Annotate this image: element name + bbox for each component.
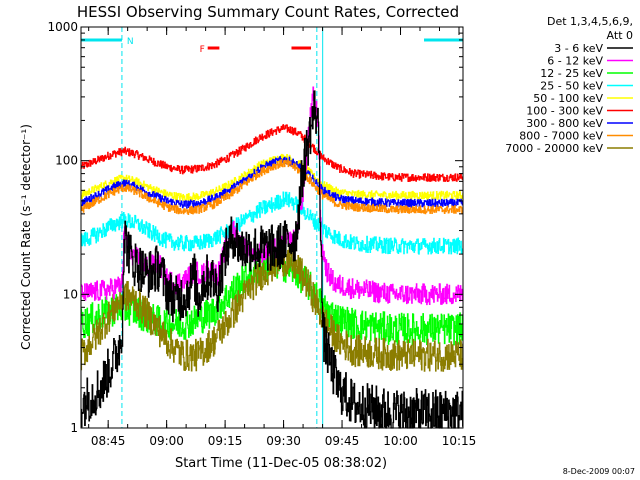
legend-label: 7000 - 20000 keV [505,142,603,155]
y-tick-label: 1 [70,421,78,435]
timestamp: 8-Dec-2009 00:07 [563,467,635,476]
x-tick-label: 09:45 [325,434,360,448]
x-tick-label: 10:15 [442,434,477,448]
legend-label: 800 - 7000 keV [519,130,603,143]
legend-label: 12 - 25 keV [540,67,603,80]
x-tick-label: 10:00 [383,434,418,448]
legend-header-line1: Det 1,3,4,5,6,9, [547,15,633,28]
y-tick-label: 10 [63,287,78,301]
x-tick-label: 08:45 [91,434,126,448]
legend-label: 25 - 50 keV [540,80,603,93]
x-tick-label: 09:00 [149,434,184,448]
series-line-7000-20000-kev [80,246,464,372]
x-tick-label: 09:30 [266,434,301,448]
legend-label: 3 - 6 keV [554,42,603,55]
legend-header-line2: Att 0 [607,29,633,42]
y-axis-label: Corrected Count Rate (s⁻¹ detector⁻¹) [19,124,33,350]
x-tick-label: 09:15 [208,434,243,448]
night-label: N [127,37,134,47]
legend-label: 50 - 100 keV [533,92,603,105]
series-line-100-300-kev [80,124,464,182]
series-line-25-50-kev [80,191,464,255]
y-tick-label: 100 [55,154,78,168]
y-tick-label: 1000 [47,20,78,34]
plot-frame [80,26,464,429]
flare-label: F [200,45,205,55]
chart-title: HESSI Observing Summary Count Rates, Cor… [77,3,459,21]
series-layer [80,86,464,429]
legend-label: 100 - 300 keV [526,105,603,118]
legend-label: 6 - 12 keV [547,55,603,68]
x-axis-label: Start Time (11-Dec-05 08:38:02) [175,456,387,471]
legend-label: 300 - 800 keV [526,117,603,130]
series-line-800-7000-kev [80,159,464,215]
axes: 1 10 100 1000 08:45 09:00 09:15 09:30 09:45 10:00… [47,20,476,448]
